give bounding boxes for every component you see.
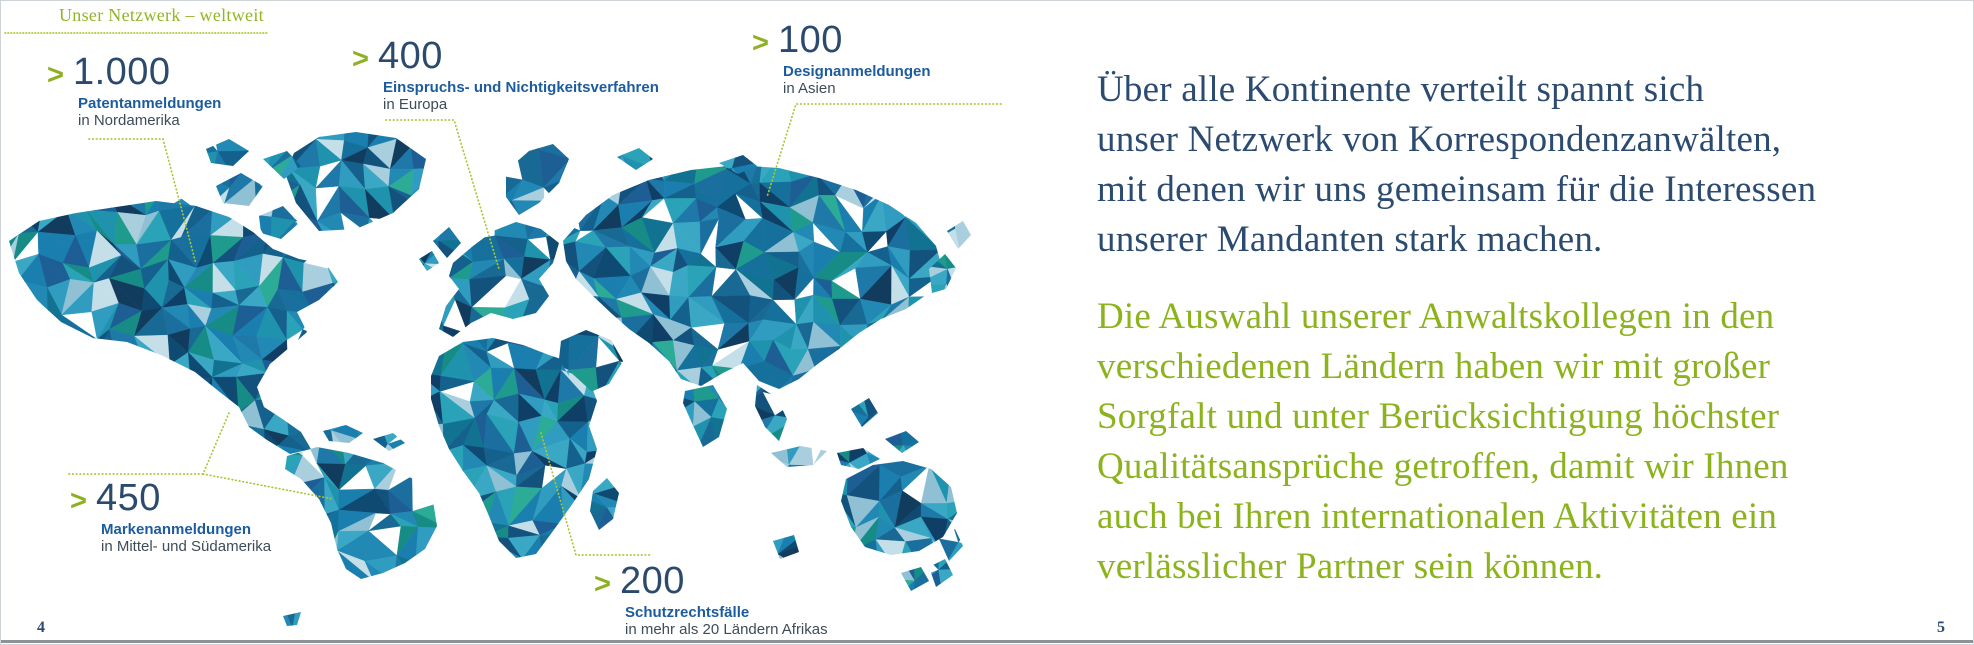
stat-region: in Europa xyxy=(383,95,448,113)
greater-than-icon: > xyxy=(752,27,769,59)
stat-south-america: > 450 Markenanmeldungen in Mittel- und S… xyxy=(70,477,272,555)
stat-value-row: > 1.000 xyxy=(47,51,221,93)
map-mesh xyxy=(9,132,971,626)
greater-than-icon: > xyxy=(70,485,87,517)
stat-value: 200 xyxy=(619,560,685,602)
paragraph-green: Die Auswahl unserer Anwaltskollegen in d… xyxy=(1097,296,1789,587)
stat-label: Patentanmeldungen xyxy=(78,94,222,112)
stat-north-america: > 1.000 Patentanmeldungen in Nordamerika xyxy=(47,51,222,129)
stat-europe: > 400 Einspruchs- und Nichtigkeitsverfah… xyxy=(352,35,659,113)
stat-value: 450 xyxy=(95,477,161,519)
paragraph-blue: Über alle Kontinente verteilt spannt sic… xyxy=(1097,69,1817,260)
stat-africa: > 200 Schutzrechtsfälle in mehr als 20 L… xyxy=(594,560,828,638)
leader-south-america xyxy=(65,412,334,500)
leader-europe xyxy=(385,119,500,270)
greater-than-icon: > xyxy=(594,568,611,600)
stat-label: Schutzrechtsfälle xyxy=(625,603,750,621)
stat-region: in mehr als 20 Ländern Afrikas xyxy=(625,620,828,638)
stat-value-row: > 400 xyxy=(352,35,659,77)
stat-value-row: > 100 xyxy=(752,19,931,61)
leader-lines xyxy=(4,32,1002,556)
stat-region: in Mittel- und Südamerika xyxy=(101,537,272,555)
stat-region: in Nordamerika xyxy=(78,111,180,129)
stat-value: 100 xyxy=(777,19,843,61)
stat-value: 400 xyxy=(377,35,443,77)
greater-than-icon: > xyxy=(352,43,369,75)
stat-asia: > 100 Designanmeldungen in Asien xyxy=(752,19,931,97)
leader-asia xyxy=(766,103,1002,198)
page-title: Unser Netzwerk – weltweit xyxy=(59,5,264,25)
stat-value: 1.000 xyxy=(72,51,171,93)
stat-value-row: > 450 xyxy=(70,477,271,519)
leader-north-america xyxy=(88,138,197,265)
world-map-low-poly xyxy=(4,32,1002,626)
stat-region: in Asien xyxy=(783,79,836,97)
leader-africa xyxy=(540,432,652,556)
stat-label: Designanmeldungen xyxy=(783,62,931,80)
page-number-right: 5 xyxy=(1937,619,1945,636)
page-number-left: 4 xyxy=(37,619,45,636)
footer-rule xyxy=(1,640,1973,643)
intro-text-column: Über alle Kontinente verteilt spannt sic… xyxy=(1097,65,1907,592)
stat-value-row: > 200 xyxy=(594,560,828,602)
greater-than-icon: > xyxy=(47,59,64,91)
stat-label: Einspruchs- und Nichtigkeitsverfahren xyxy=(383,78,659,96)
stat-label: Markenanmeldungen xyxy=(101,520,252,538)
